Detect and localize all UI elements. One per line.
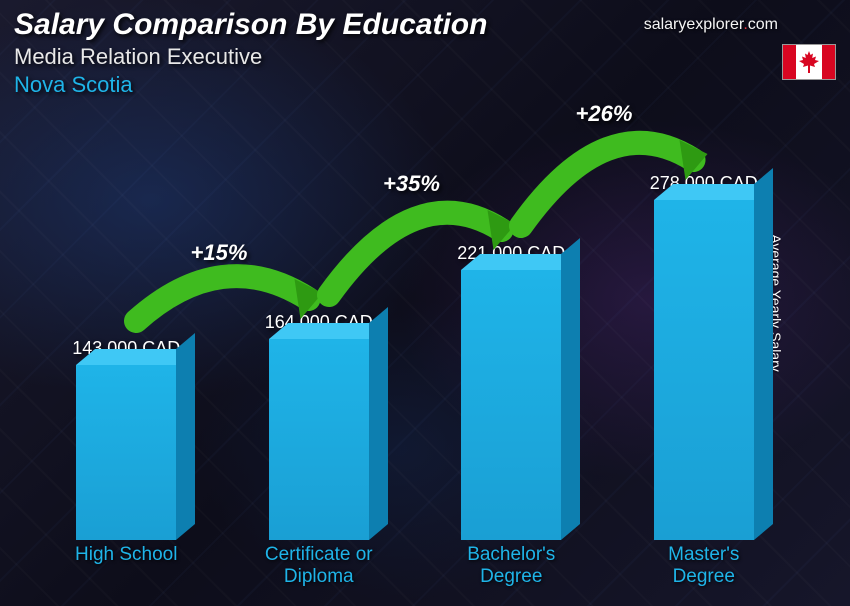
- bar-3d-2: [461, 270, 561, 540]
- x-label-3: Master'sDegree: [608, 540, 801, 588]
- bar-3: 278,000 CAD: [608, 173, 801, 540]
- x-label-0: High School: [30, 540, 223, 588]
- x-label-1: Certificate orDiploma: [223, 540, 416, 588]
- watermark: salaryexplorer.com: [644, 16, 778, 34]
- bar-front-face: [76, 365, 176, 540]
- bar-1: 164,000 CAD: [223, 312, 416, 540]
- delta-label-0: +15%: [191, 240, 248, 266]
- bar-front-face: [654, 200, 754, 540]
- bar-2: 221,000 CAD: [415, 243, 608, 540]
- bar-side-face: [561, 238, 580, 540]
- job-title: Media Relation Executive: [14, 44, 836, 70]
- flag-stripe-right: [822, 45, 835, 79]
- x-label-2: Bachelor'sDegree: [415, 540, 608, 588]
- delta-label-1: +35%: [383, 171, 440, 197]
- bar-side-face: [369, 307, 388, 540]
- bar-3d-1: [269, 339, 369, 540]
- bar-side-face: [176, 333, 195, 540]
- flag-maple-leaf-icon: [796, 45, 822, 79]
- location: Nova Scotia: [14, 72, 836, 98]
- bar-3d-3: [654, 200, 754, 540]
- chart-area: 143,000 CAD164,000 CAD221,000 CAD278,000…: [30, 130, 800, 588]
- bar-0: 143,000 CAD: [30, 338, 223, 540]
- bar-side-face: [754, 168, 773, 540]
- flag-stripe-left: [783, 45, 796, 79]
- watermark-prefix: salaryexplorer: [644, 16, 744, 33]
- bar-3d-0: [76, 365, 176, 540]
- x-labels: High SchoolCertificate orDiplomaBachelor…: [30, 540, 800, 588]
- bar-front-face: [461, 270, 561, 540]
- delta-label-2: +26%: [576, 101, 633, 127]
- watermark-suffix: com: [748, 16, 778, 33]
- flag-icon: [782, 44, 836, 80]
- bar-front-face: [269, 339, 369, 540]
